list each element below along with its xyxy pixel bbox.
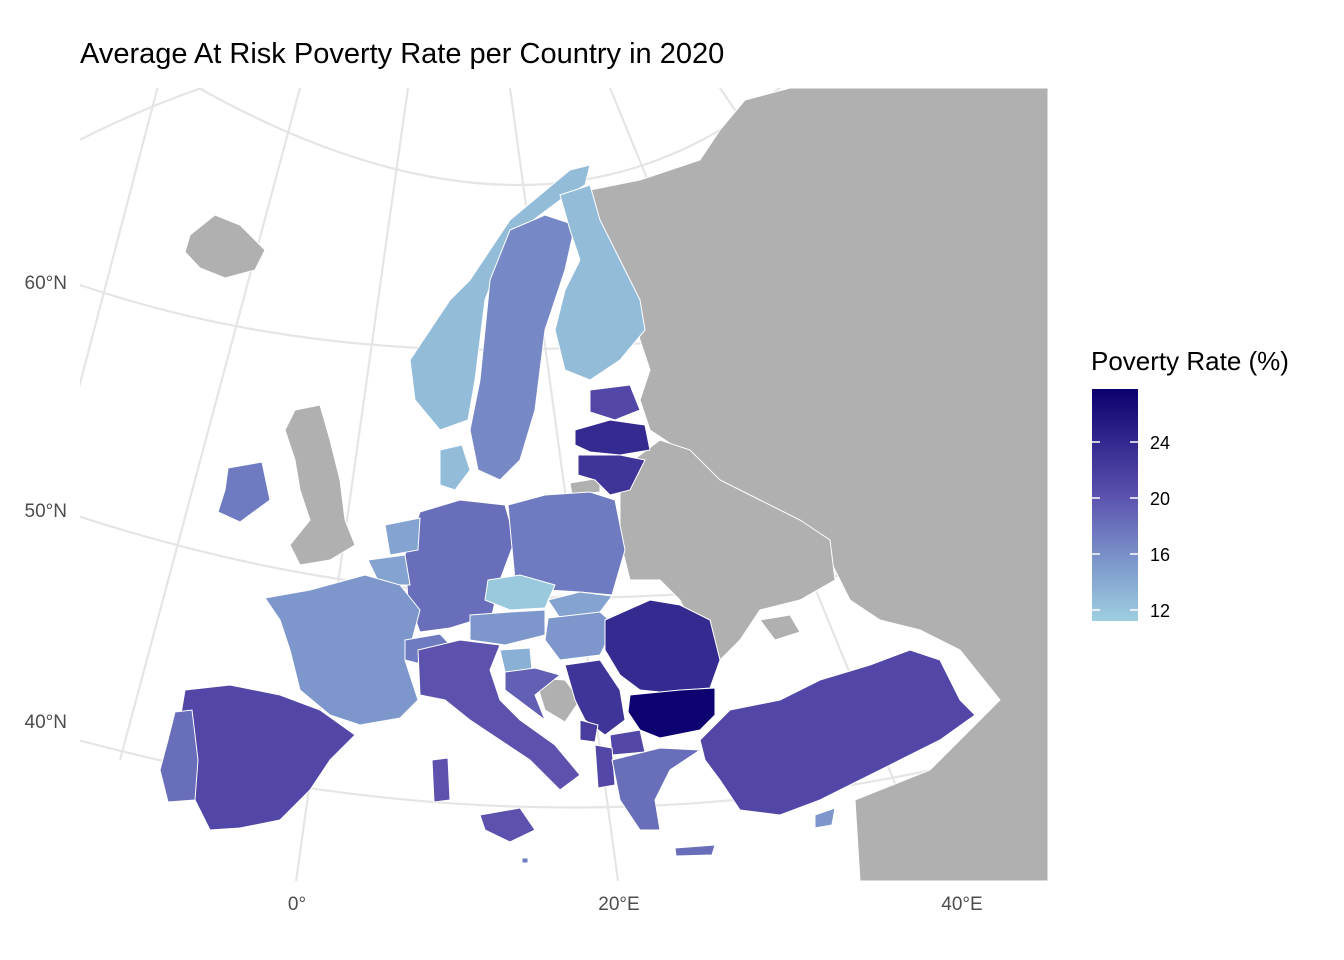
country-latvia	[574, 419, 651, 456]
country-italy	[417, 639, 581, 791]
bosnia	[534, 677, 581, 723]
country-norway	[409, 164, 591, 431]
no-data-land	[184, 88, 1048, 881]
country-slovenia	[499, 647, 533, 673]
great-britain	[284, 404, 356, 566]
map-title: Average At Risk Poverty Rate per Country…	[80, 38, 725, 70]
country-montenegro	[579, 719, 599, 743]
country-north-macedonia	[609, 729, 646, 756]
country-germany	[404, 499, 516, 633]
belarus-ukraine-region	[619, 439, 836, 661]
legend-tick-16: 16	[1150, 545, 1170, 565]
country-estonia	[589, 384, 641, 421]
country-malta	[521, 857, 529, 864]
country-sicily	[479, 807, 536, 843]
legend-tick-12: 12	[1150, 601, 1170, 621]
country-greece	[611, 747, 702, 831]
legend-tick-24: 24	[1150, 433, 1170, 453]
country-portugal	[159, 709, 199, 803]
lat-label-50: 50°N	[25, 501, 67, 522]
legend-colorbar: 24 20 16 12	[1092, 389, 1170, 621]
latitude-labels: 60°N 50°N 40°N	[25, 273, 67, 733]
country-croatia	[504, 667, 562, 722]
country-slovakia	[547, 591, 613, 619]
country-austria	[469, 609, 546, 646]
kaliningrad	[569, 477, 601, 496]
country-denmark	[439, 444, 471, 491]
map-panel	[80, 88, 1048, 881]
legend-tick-20: 20	[1150, 489, 1170, 509]
lon-label-20e: 20°E	[598, 894, 639, 915]
country-netherlands	[384, 517, 421, 556]
country-crete	[674, 844, 716, 857]
country-lithuania	[577, 454, 646, 496]
country-cyprus	[814, 807, 836, 829]
country-albania	[594, 744, 616, 789]
country-belgium	[367, 554, 411, 586]
country-hungary	[544, 611, 616, 661]
iceland	[184, 214, 266, 279]
country-czechia	[484, 574, 556, 611]
lon-label-0: 0°	[288, 894, 306, 915]
countries-layer	[159, 164, 976, 864]
lat-label-40: 40°N	[25, 712, 67, 733]
legend-gradient-bar	[1092, 389, 1138, 621]
country-sweden	[469, 214, 576, 481]
longitude-labels: 0° 20°E 40°E	[288, 894, 983, 915]
crimea	[759, 614, 801, 641]
country-finland	[554, 184, 646, 381]
russia-east-region	[589, 88, 1048, 881]
lat-label-60: 60°N	[25, 273, 67, 294]
country-bulgaria	[627, 687, 716, 739]
country-turkey	[699, 649, 976, 816]
country-sardinia	[431, 757, 451, 803]
country-serbia	[564, 659, 626, 736]
country-ireland	[217, 461, 271, 523]
country-france	[264, 574, 421, 726]
lon-label-40e: 40°E	[941, 894, 982, 915]
legend-title: Poverty Rate (%)	[1091, 346, 1289, 376]
